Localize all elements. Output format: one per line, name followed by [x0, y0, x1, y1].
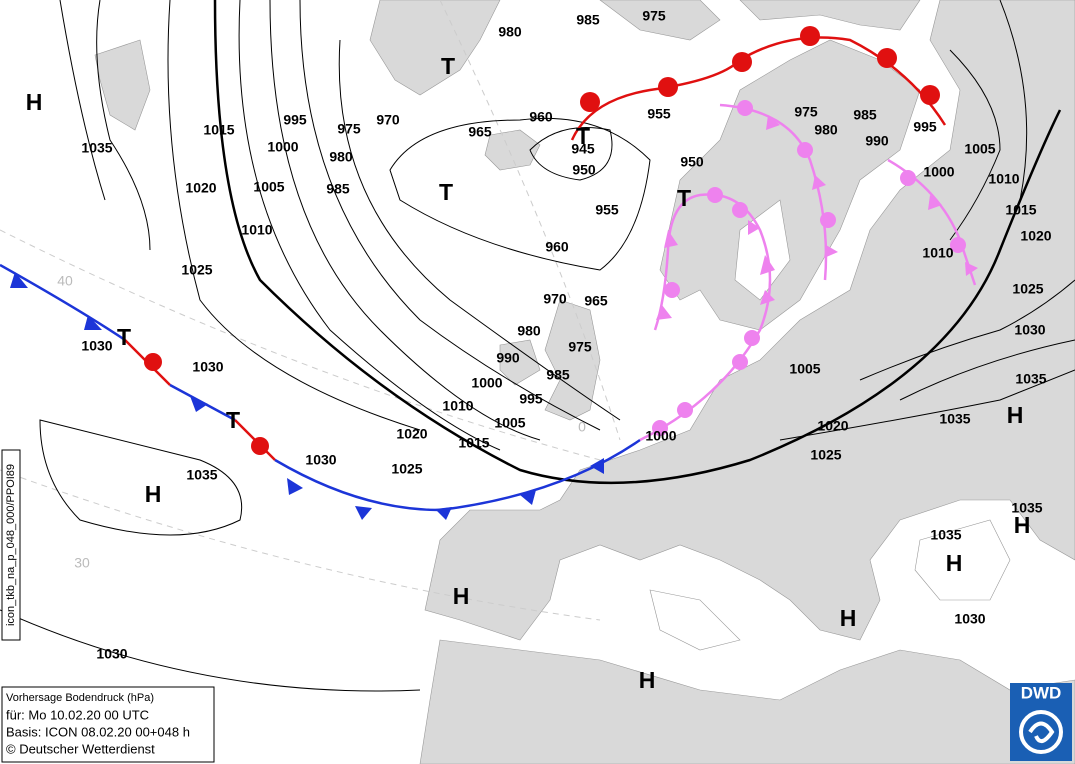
isobar-label: 975 [337, 121, 361, 137]
isobar-label: 970 [376, 112, 400, 128]
isobar-label: 1005 [494, 415, 525, 431]
pressure-center: T [677, 185, 691, 211]
isobar-label: 965 [468, 124, 492, 140]
isobar-label: 1030 [96, 646, 127, 662]
grid-label: 0 [578, 419, 586, 435]
isobar-label: 1020 [185, 180, 216, 196]
isobar-label: 980 [814, 122, 838, 138]
isobar-label: 1015 [1005, 202, 1036, 218]
isobar-label: 965 [584, 293, 608, 309]
legend-box [1, 686, 215, 763]
pressure-center: T [439, 179, 453, 205]
isobar-label: 985 [326, 181, 350, 197]
isobar-label: 975 [568, 339, 592, 355]
isobar-label: 960 [545, 239, 569, 255]
isobar-label: 1010 [241, 222, 272, 238]
isobar-label: 950 [572, 162, 596, 178]
isobar-label: 1005 [253, 179, 284, 195]
isobar-labels: 980 985 975 1035 1015 995 975 970 965 960 945 955 97… [81, 8, 1051, 662]
isobar-label: 985 [546, 367, 570, 383]
isobar-1015 [213, 0, 1062, 485]
isobar-label: 960 [529, 109, 553, 125]
pressure-center: H [639, 667, 656, 693]
isobar-label: 975 [642, 8, 666, 24]
pressure-center: T [441, 53, 455, 79]
isobar-label: 1025 [1012, 281, 1043, 297]
isobar-label: 975 [794, 104, 818, 120]
isobar-label: 1020 [396, 426, 427, 442]
pressure-center: H [946, 550, 963, 576]
isobar-label: 1000 [267, 139, 298, 155]
isobar-label: 1000 [923, 164, 954, 180]
isobar-label: 1035 [930, 527, 961, 543]
grid-labels: 40 30 0 [57, 273, 586, 571]
isobar-label: 1030 [1014, 322, 1045, 338]
fronts [0, 26, 978, 520]
isobar-label: 995 [519, 391, 543, 407]
isobar-label: 1010 [922, 245, 953, 261]
isobar-label: 1030 [192, 359, 223, 375]
isobar-label: 1010 [442, 398, 473, 414]
isobar-label: 1015 [458, 435, 489, 451]
isobar-label: 955 [595, 202, 619, 218]
isobar-label: 1030 [81, 338, 112, 354]
isobar-label: 970 [543, 291, 567, 307]
isobar-label: 1035 [81, 140, 112, 156]
isobar-label: 980 [329, 149, 353, 165]
isobar-label: 1020 [1020, 228, 1051, 244]
isobar-label: 1025 [391, 461, 422, 477]
isobar-label: 995 [913, 119, 937, 135]
isobar-label: 1005 [789, 361, 820, 377]
isobar-label: 990 [865, 133, 889, 149]
pressure-center: H [1007, 402, 1024, 428]
side-box [1, 449, 21, 641]
legend-title: Vorhersage Bodendruck (hPa) [6, 692, 154, 704]
isobar-label: 1030 [954, 611, 985, 627]
isobar-label: 980 [517, 323, 541, 339]
isobar-label: 1025 [810, 447, 841, 463]
legend-valid: für: Mo 10.02.20 00 UTC [6, 707, 149, 722]
isobar-label: 1025 [181, 262, 212, 278]
side-label: icon_tkb_na_p_048_000/PPOI89 [5, 464, 17, 626]
isobar-label: 1010 [988, 171, 1019, 187]
isobar-label: 1000 [645, 428, 676, 444]
legend-base: Basis: ICON 08.02.20 00+048 h [6, 724, 190, 739]
isobars [0, 0, 1075, 692]
logo-text: DWD [1021, 683, 1062, 702]
isobar-label: 985 [576, 12, 600, 28]
isobar-label: 1035 [186, 467, 217, 483]
pressure-systems: H T T T T T T H H H H H H H [26, 53, 1031, 693]
isobar-label: 1035 [1015, 371, 1046, 387]
isobar-label: 1020 [817, 418, 848, 434]
grid-label: 40 [57, 273, 73, 289]
isobar-label: 1030 [305, 452, 336, 468]
grid-label: 30 [74, 555, 90, 571]
land [94, 0, 1075, 764]
pressure-center: T [576, 123, 590, 149]
isobar-label: 990 [496, 350, 520, 366]
pressure-center: T [226, 407, 240, 433]
pressure-center: H [145, 481, 162, 507]
isobar-label: 955 [647, 106, 671, 122]
isobar-label: 1035 [1011, 500, 1042, 516]
isobar-label: 950 [680, 154, 704, 170]
pressure-center: T [117, 324, 131, 350]
isobar-label: 980 [498, 24, 522, 40]
isobar-label: 995 [283, 112, 307, 128]
isobar-label: 1015 [203, 122, 234, 138]
isobar-label: 1005 [964, 141, 995, 157]
pressure-center: H [840, 605, 857, 631]
pressure-center: H [453, 583, 470, 609]
isobar-label: 985 [853, 107, 877, 123]
logo: DWD [1010, 683, 1072, 761]
pressure-center: H [1014, 512, 1031, 538]
isobar-label: 1035 [939, 411, 970, 427]
graticule [0, 0, 621, 621]
legend-copyright: © Deutscher Wetterdienst [6, 741, 155, 756]
isobar-label: 945 [571, 141, 595, 157]
isobar-label: 1000 [471, 375, 502, 391]
pressure-center: H [26, 89, 43, 115]
